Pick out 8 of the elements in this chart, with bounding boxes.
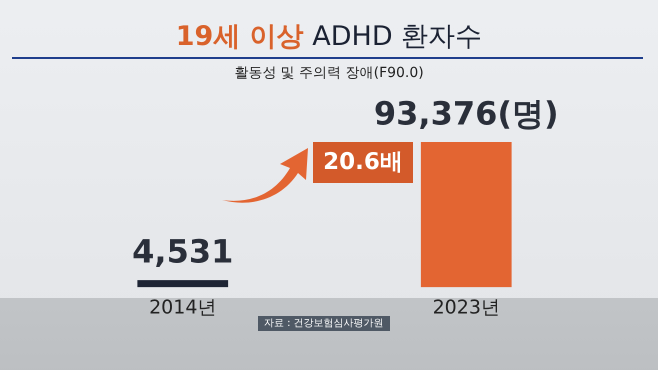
annotation: 20.6배	[313, 142, 413, 183]
data-label: 93,376(명)	[374, 94, 559, 132]
x-tick-label: 2023년	[432, 296, 500, 319]
chart-subtitle: 활동성 및 주의력 장애(F90.0)	[233, 64, 425, 82]
x-tick-label: 2014년	[149, 296, 216, 319]
chart-title: 19세 이상 ADHD 환자수	[176, 21, 482, 52]
data-label: 4,531	[132, 232, 234, 270]
text: 자료 : 건강보험심사평가원	[258, 316, 390, 331]
